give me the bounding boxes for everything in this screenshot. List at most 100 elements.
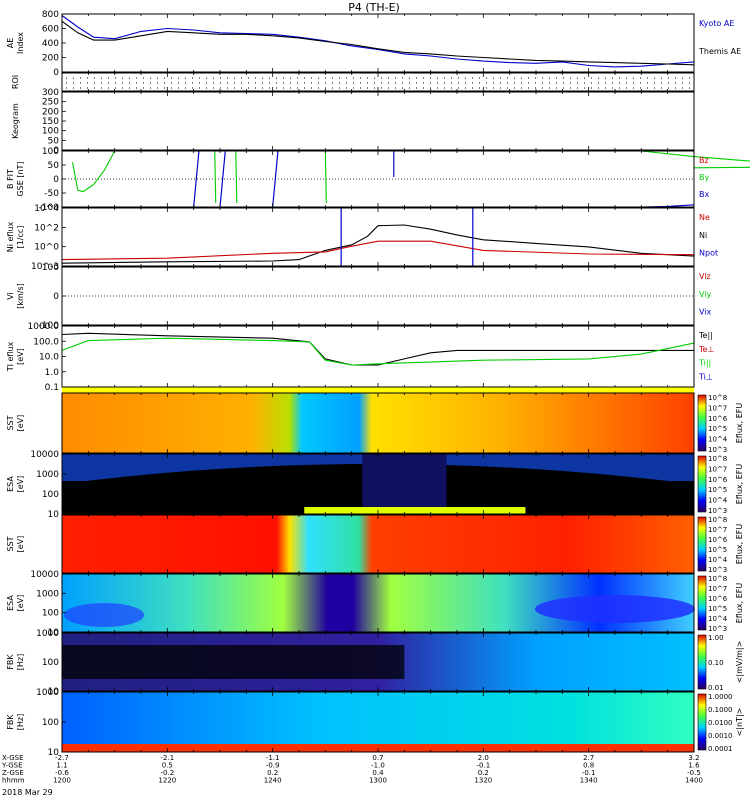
panel-frame <box>61 13 695 73</box>
y-axis-label: ESA <box>6 595 15 611</box>
legend-label: Ti|| <box>698 359 711 368</box>
legend-label: Npot <box>699 249 718 258</box>
colorbar-tick-label: 10^5 <box>708 605 727 613</box>
legend-label: Ni <box>699 231 707 240</box>
series-line <box>61 224 695 264</box>
y-tick-label: 1000.0 <box>28 322 60 332</box>
colorbar <box>697 634 707 690</box>
y-tick-label: 100 <box>42 147 59 157</box>
y-tick-label: 1000 <box>36 470 59 480</box>
ephemeris-value: -1.0 <box>371 762 385 770</box>
colorbar-tick-label: 10^8 <box>708 455 727 463</box>
y-tick-label: 10 <box>48 748 60 758</box>
ephemeris-value: 1220 <box>158 777 176 785</box>
bx-spike <box>219 150 226 208</box>
y-tick-label: 100 <box>42 718 59 728</box>
ephemeris-value: 0.2 <box>478 769 489 777</box>
y-axis-label: SST <box>6 536 15 551</box>
ephemeris-value: 1400 <box>685 777 703 785</box>
series-line <box>61 15 695 68</box>
fbk-dark-band <box>62 645 405 679</box>
y-axis-label: [Hz] <box>16 654 25 670</box>
colorbar-tick-label: 0.01 <box>708 684 724 692</box>
y-tick-label: 100.0 <box>33 337 59 347</box>
y-tick-label: 400 <box>42 39 59 49</box>
y-axis-label: ESA <box>6 476 15 492</box>
y-axis-label: TI eflux <box>6 341 15 372</box>
y-axis-label: AE <box>6 38 15 49</box>
y-axis-label: Vi <box>6 292 15 300</box>
ephemeris-value: 1.1 <box>56 762 67 770</box>
ephemeris-value: 3.2 <box>688 754 699 762</box>
y-axis-label: [km/s] <box>16 283 25 309</box>
colorbar-tick-label: 10^6 <box>708 595 728 603</box>
y-tick-label: 150 <box>42 117 59 127</box>
panel-frame <box>61 91 695 151</box>
by-spike <box>324 150 327 204</box>
ephemeris-value: 0.7 <box>372 754 383 762</box>
colorbar-label: Eflux, EFU <box>735 403 744 444</box>
y-axis-label: GSE [nT] <box>16 161 25 196</box>
colorbar-tick-label: 10^3 <box>708 507 727 515</box>
colorbar <box>697 693 707 751</box>
y-tick-label: 0 <box>53 292 59 302</box>
y-tick-label: 10^4 <box>34 204 59 214</box>
y-tick-label: -100 <box>39 321 60 331</box>
legend-label: Kyoto AE <box>699 19 734 28</box>
colorbar-tick-label: 10^5 <box>708 486 727 494</box>
ephemeris-value: -0.1 <box>476 762 490 770</box>
colorbar-label: Eflux, EFU <box>735 524 744 565</box>
esa-electron-low-energy <box>304 507 526 514</box>
colorbar-tick-label: 1.00 <box>708 634 724 642</box>
series-lines <box>61 15 750 366</box>
y-axis-label: ROI <box>11 75 20 89</box>
colorbar-tick-label: 10^8 <box>708 516 727 524</box>
spectrogram-fill <box>62 515 694 573</box>
colorbar <box>697 575 707 631</box>
series-line <box>61 240 695 261</box>
colorbar-tick-label: 10^5 <box>708 546 727 554</box>
y-tick-label: 100 <box>42 127 59 137</box>
colorbar-tick-label: 0.0100 <box>708 719 733 727</box>
spectrogram-fills <box>62 393 695 752</box>
colorbar <box>697 516 707 572</box>
series-line <box>61 330 695 366</box>
colorbar-tick-label: 10^8 <box>708 575 727 583</box>
colorbar-tick-label: 10^7 <box>708 526 727 534</box>
colorbar-tick-label: 10^6 <box>708 415 728 423</box>
y-tick-label: 10000 <box>30 570 59 580</box>
y-axis-label: [eV] <box>16 348 25 365</box>
colorbar-tick-label: 0.0010 <box>708 732 733 740</box>
y-axis-label: B FIT <box>6 169 15 189</box>
ephemeris-value: -0.1 <box>582 769 596 777</box>
ephemeris-value: -0.5 <box>687 769 701 777</box>
ephemeris-row-label: Z-GSE <box>2 769 24 777</box>
ephemeris-value: 0.8 <box>583 762 594 770</box>
legend-label: Te⊥ <box>698 345 714 354</box>
axis-labels: 0 200 400 600 800 AE Index Kyoto AE Themis AE ROI… <box>6 10 741 758</box>
legend-label: Ti⊥ <box>698 372 713 381</box>
y-axis-label: [eV] <box>16 415 25 432</box>
colorbar <box>697 455 707 513</box>
y-tick-label: 10^2 <box>34 223 59 233</box>
by-spike <box>235 150 238 204</box>
series-line <box>61 332 694 366</box>
spectrogram-fill <box>62 692 694 752</box>
colorbar-tick-label: 10^6 <box>708 476 728 484</box>
y-axis-label: [1/cc] <box>16 226 25 249</box>
y-tick-label: 10^-3 <box>31 262 59 272</box>
ephemeris-block: X-GSE -2.7 -2.1 -1.1 0.7 2.0 2.7 3.2 Y-GSE 1.1 0.5… <box>1 754 703 797</box>
y-tick-label: 0 <box>53 175 59 185</box>
colorbar-tick-label: 10^4 <box>708 436 728 444</box>
colorbar-tick-label: 10^8 <box>708 394 727 402</box>
ephemeris-value: 1240 <box>264 777 282 785</box>
ephemeris-value: 2.0 <box>478 754 489 762</box>
colorbar-tick-label: 10^6 <box>708 536 728 544</box>
y-axis-label: SST <box>6 415 15 430</box>
y-tick-label: -50 <box>44 189 59 199</box>
colorbar-tick-label: 10^7 <box>708 465 727 473</box>
ephemeris-row-label: X-GSE <box>2 754 24 762</box>
panel-frame <box>61 207 695 267</box>
colorbar <box>697 394 707 452</box>
